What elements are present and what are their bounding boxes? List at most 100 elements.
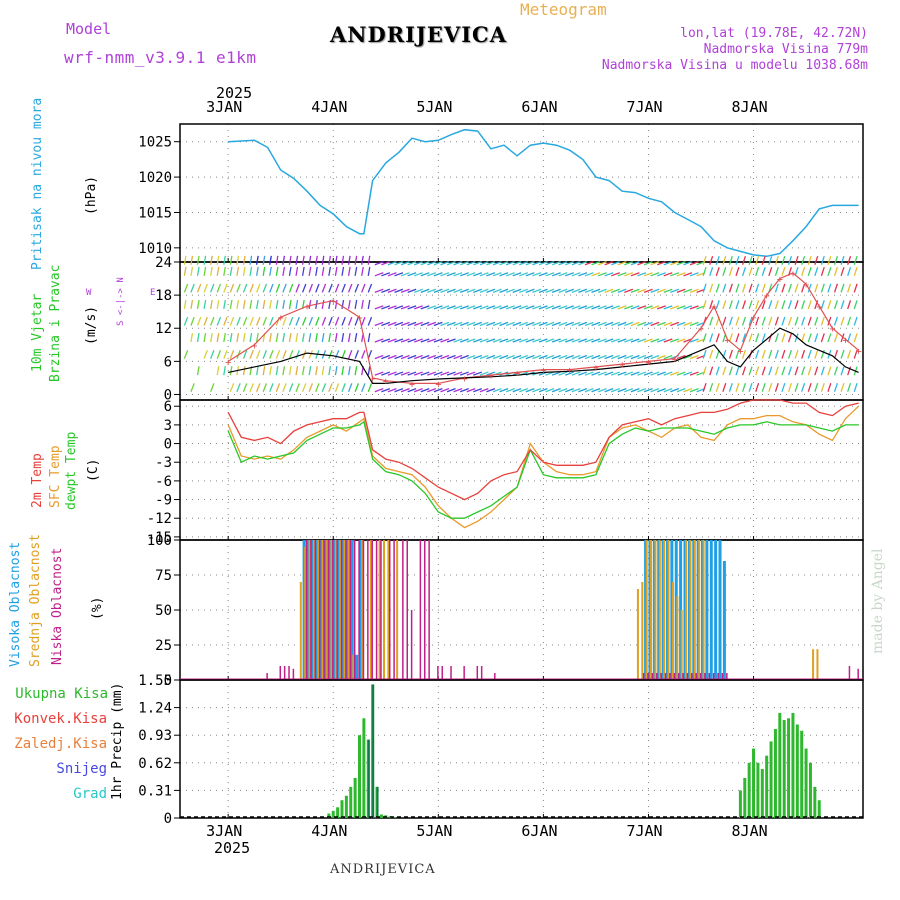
wind-arrow bbox=[597, 354, 607, 360]
wind-arrow bbox=[288, 299, 292, 310]
wind-arrow bbox=[361, 266, 364, 276]
wind-arrow bbox=[262, 266, 266, 276]
wind-arrow bbox=[755, 316, 760, 326]
wind-arrow bbox=[683, 261, 693, 266]
cloud-mid-bar bbox=[382, 540, 385, 680]
wind-arrow bbox=[519, 288, 528, 293]
wind-arrow bbox=[853, 333, 858, 343]
wind-arrow bbox=[262, 283, 268, 293]
wind-arrow bbox=[833, 316, 838, 326]
wind-arrow bbox=[255, 266, 259, 276]
wind-speed-line bbox=[228, 327, 859, 384]
wind-arrow bbox=[827, 333, 832, 343]
wind-arrow bbox=[591, 261, 601, 266]
wind-arrow bbox=[400, 305, 410, 310]
wind-arrow bbox=[414, 321, 423, 327]
wind-arrow bbox=[715, 300, 720, 310]
wind-arrow bbox=[624, 305, 634, 310]
cloud-low-bar bbox=[362, 540, 365, 680]
wind-arrow bbox=[617, 354, 627, 360]
wind-arrow bbox=[414, 388, 423, 393]
y-tick-label: -6 bbox=[155, 474, 172, 490]
wind-arrow bbox=[571, 305, 581, 310]
wind-arrow bbox=[282, 366, 286, 376]
wind-arrow bbox=[374, 305, 384, 310]
cloud-high-bar bbox=[701, 540, 705, 680]
wind-arrow bbox=[354, 383, 359, 392]
precip-total-bar bbox=[813, 786, 817, 818]
wind-arrow bbox=[643, 388, 653, 393]
wind-arrow bbox=[532, 388, 542, 393]
wind-arrow bbox=[611, 305, 620, 310]
wind-arrow bbox=[321, 333, 325, 343]
wind-arrow bbox=[321, 316, 327, 326]
wind-arrow bbox=[728, 256, 733, 265]
cloud-high-bar bbox=[722, 561, 726, 680]
wind-arrow bbox=[400, 338, 410, 343]
wind-arrow bbox=[473, 354, 483, 360]
wind-gust-mark: + bbox=[842, 335, 848, 346]
wind-arrow bbox=[519, 388, 528, 393]
wind-arrow bbox=[545, 272, 555, 277]
wind-arrow bbox=[525, 388, 535, 393]
wind-arrow bbox=[505, 272, 515, 277]
wind-arrow bbox=[262, 299, 266, 310]
wind-arrow bbox=[217, 383, 220, 391]
wind-arrow bbox=[347, 349, 353, 359]
wind-arrow bbox=[440, 338, 450, 343]
wind-arrow bbox=[269, 383, 274, 392]
wind-arrow bbox=[781, 333, 786, 343]
wind-arrow bbox=[820, 283, 825, 293]
wind-arrow bbox=[269, 333, 272, 343]
wind-arrow bbox=[781, 300, 786, 310]
cloud-high-bar bbox=[306, 540, 310, 680]
wind-arrow bbox=[381, 338, 391, 343]
wind-arrow bbox=[820, 382, 825, 392]
wind-arrow bbox=[288, 255, 292, 265]
y-tick-label: 0.93 bbox=[138, 728, 172, 744]
wind-arrow bbox=[787, 382, 793, 392]
precip-total-bar bbox=[787, 718, 791, 818]
wind-arrow bbox=[709, 349, 714, 359]
wind-arrow bbox=[499, 272, 509, 277]
wind-arrow bbox=[433, 388, 443, 393]
wind-arrow bbox=[512, 354, 522, 360]
wind-arrow bbox=[722, 256, 727, 265]
wind-arrow bbox=[453, 261, 463, 266]
wind-arrow bbox=[670, 371, 680, 376]
wind-arrow bbox=[440, 388, 450, 393]
precip-legend-total: Ukupna Kisa bbox=[15, 686, 108, 702]
wind-arrow bbox=[833, 349, 838, 359]
wind-arrow bbox=[565, 261, 574, 266]
precip-snow-bar bbox=[367, 739, 370, 818]
wind-arrow bbox=[486, 305, 496, 310]
wind-arrow bbox=[203, 349, 208, 359]
wind-arrow bbox=[702, 333, 707, 343]
wind-arrow bbox=[381, 321, 391, 327]
y-tick-label: 12 bbox=[155, 321, 172, 337]
cloud-low-bar bbox=[673, 673, 676, 680]
cloud-low-bar bbox=[642, 673, 645, 680]
wind-arrow bbox=[315, 383, 320, 392]
wind-arrow bbox=[709, 382, 714, 392]
wind-arrow bbox=[611, 272, 620, 277]
wind-arrow bbox=[427, 354, 437, 360]
model-name: wrf-nmm_v3.9.1 e1km bbox=[64, 48, 257, 67]
wind-arrow bbox=[315, 283, 320, 293]
wind-arrow bbox=[761, 283, 766, 293]
y-tick-label: 0.31 bbox=[138, 783, 172, 799]
wind-arrow bbox=[381, 388, 391, 393]
wind-arrow bbox=[229, 333, 233, 343]
wind-arrow bbox=[414, 261, 423, 266]
wind-arrow bbox=[551, 321, 561, 327]
wind-arrow bbox=[519, 354, 528, 360]
wind-arrow bbox=[768, 382, 773, 392]
wind-arrow bbox=[249, 333, 253, 343]
wind-arrow bbox=[427, 388, 437, 393]
wind-arrow bbox=[367, 383, 373, 392]
wind-arrow bbox=[794, 283, 799, 293]
wind-arrow bbox=[728, 382, 733, 392]
wind-arrow bbox=[204, 383, 207, 391]
precip-total-bar bbox=[756, 762, 760, 818]
wind-arrow bbox=[196, 316, 202, 326]
